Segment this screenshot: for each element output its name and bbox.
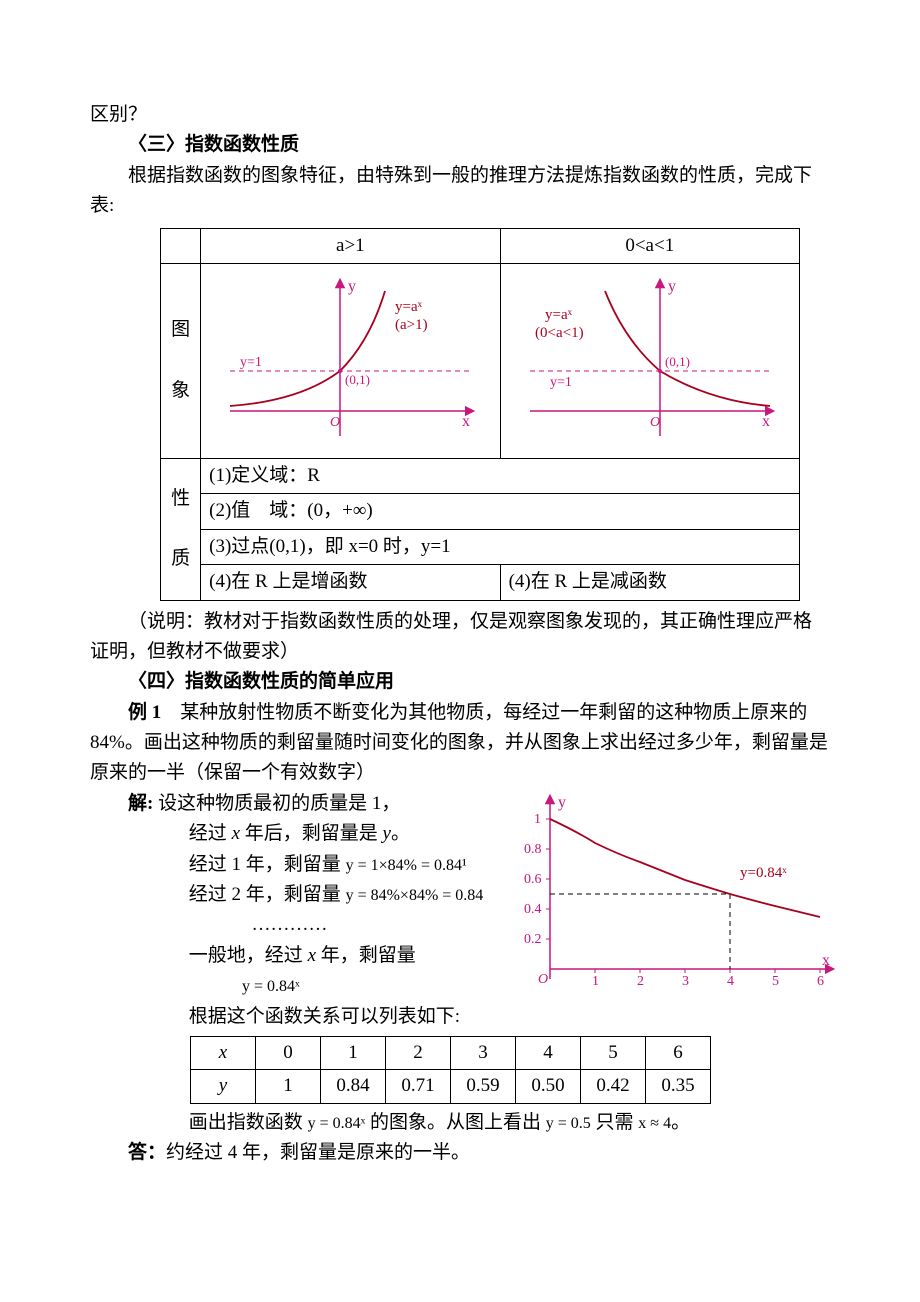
- row-label-props-2: 质: [171, 548, 190, 569]
- answer-line: 答：约经过 4 年，剩留量是原来的一半。: [90, 1138, 830, 1168]
- y-axis-label: y: [558, 794, 566, 811]
- y1-label: y=1: [550, 375, 572, 390]
- cell: 2: [386, 1036, 451, 1069]
- answer-body: 约经过 4 年，剩留量是原来的一半。: [166, 1142, 470, 1163]
- origin-label: O: [538, 972, 548, 987]
- origin-label: O: [650, 415, 660, 430]
- ytick: 1: [534, 812, 541, 827]
- cell: 0.59: [451, 1070, 516, 1103]
- intro-line0: 区别？: [90, 100, 830, 130]
- blank-cell: [161, 228, 201, 263]
- cell: 4: [516, 1036, 581, 1069]
- solution-block: 0.2 0.4 0.6 0.8 1 1 2 3: [90, 789, 830, 1032]
- xtick: 5: [772, 974, 779, 989]
- header-a-lt-1: 0<a<1: [500, 228, 799, 263]
- prop-1: (1)定义域：R: [201, 458, 800, 493]
- example-label: 例 1: [128, 702, 161, 723]
- answer-label: 答：: [128, 1142, 166, 1163]
- prop-4a: (4)在 R 上是增函数: [201, 565, 500, 600]
- row-label-props-1: 性: [171, 488, 190, 509]
- ytick: 0.4: [524, 902, 542, 917]
- after-table-1: 画出指数函数 y = 0.84ˣ 的图象。从图上看出 y = 0.5 只需 x …: [90, 1108, 830, 1138]
- cell: 3: [451, 1036, 516, 1069]
- cell: 0.35: [646, 1070, 711, 1103]
- cell: 0.50: [516, 1070, 581, 1103]
- cell: 6: [646, 1036, 711, 1069]
- point-01: (0,1): [665, 354, 690, 369]
- graph-cell-decreasing: y x O y=aˣ (0<a<1) y=1 (0,1): [500, 263, 799, 458]
- curve-label-2: (a>1): [395, 317, 428, 333]
- prop-3: (3)过点(0,1)，即 x=0 时，y=1: [201, 529, 800, 564]
- xtick: 2: [637, 974, 644, 989]
- curve-label: y=0.84ˣ: [740, 865, 787, 881]
- curve-label-1: y=aˣ: [395, 299, 423, 315]
- curve-label-2: (0<a<1): [535, 325, 584, 341]
- cell: 1: [321, 1036, 386, 1069]
- curve-label-1: y=aˣ: [545, 307, 573, 323]
- cell: 0.84: [321, 1070, 386, 1103]
- y-axis-label: y: [668, 278, 676, 295]
- x-axis-label: x: [462, 413, 470, 430]
- row-label-graph-2: 象: [171, 380, 190, 401]
- exp-graph-increasing: y x O y=aˣ (a>1) y=1 (0,1): [210, 271, 490, 451]
- cell: 0.71: [386, 1070, 451, 1103]
- page: 区别？ 〈三〉指数函数性质 根据指数函数的图象特征，由特殊到一般的推理方法提炼指…: [0, 0, 920, 1302]
- xtick: 6: [817, 974, 824, 989]
- x-axis-label: x: [762, 413, 770, 430]
- note: （说明：教材对于指数函数性质的处理，仅是观察图象发现的，其正确性理应严格证明，但…: [90, 607, 830, 668]
- header-a-gt-1: a>1: [201, 228, 500, 263]
- xtick: 4: [727, 974, 734, 989]
- graph-cell-increasing: y x O y=aˣ (a>1) y=1 (0,1): [201, 263, 500, 458]
- example-body: 某种放射性物质不断变化为其他物质，每经过一年剩留的这种物质上原来的 84%。画出…: [90, 702, 828, 784]
- example-1: 例 1 某种放射性物质不断变化为其他物质，每经过一年剩留的这种物质上原来的 84…: [90, 698, 830, 789]
- cell: 0.42: [581, 1070, 646, 1103]
- xtick: 1: [592, 974, 599, 989]
- y-axis-label: y: [348, 278, 356, 295]
- point-01: (0,1): [345, 372, 370, 387]
- row-label-graph: 图 象: [161, 263, 201, 458]
- ytick: 0.2: [524, 932, 542, 947]
- ytick: 0.8: [524, 842, 542, 857]
- xtick: 3: [682, 974, 689, 989]
- prop-2: (2)值 域：(0，+∞): [201, 494, 800, 529]
- properties-table: a>1 0<a<1 图 象: [160, 228, 800, 601]
- cell: 5: [581, 1036, 646, 1069]
- sol-l1: 设这种物质最初的质量是 1，: [158, 793, 400, 814]
- decay-data-table: x 0 1 2 3 4 5 6 y 1 0.84 0.71 0.59 0.50 …: [190, 1036, 711, 1104]
- row-label-props: 性 质: [161, 458, 201, 600]
- section-3-intro: 根据指数函数的图象特征，由特殊到一般的推理方法提炼指数函数的性质，完成下表:: [90, 161, 830, 222]
- ytick: 0.6: [524, 872, 542, 887]
- cell: 0: [256, 1036, 321, 1069]
- row-label-graph-1: 图: [171, 319, 190, 340]
- x-axis-label: x: [822, 952, 830, 969]
- solution-label: 解:: [128, 793, 153, 814]
- section-4-heading: 〈四〉指数函数性质的简单应用: [90, 667, 830, 697]
- section-3-heading: 〈三〉指数函数性质: [90, 130, 830, 160]
- prop-4b: (4)在 R 上是减函数: [500, 565, 799, 600]
- y1-label: y=1: [240, 355, 262, 370]
- th-y: y: [191, 1070, 256, 1103]
- exp-graph-decreasing: y x O y=aˣ (0<a<1) y=1 (0,1): [510, 271, 790, 451]
- origin-label: O: [330, 415, 340, 430]
- th-x: x: [191, 1036, 256, 1069]
- decay-graph: 0.2 0.4 0.6 0.8 1 1 2 3: [510, 789, 840, 1009]
- cell: 1: [256, 1070, 321, 1103]
